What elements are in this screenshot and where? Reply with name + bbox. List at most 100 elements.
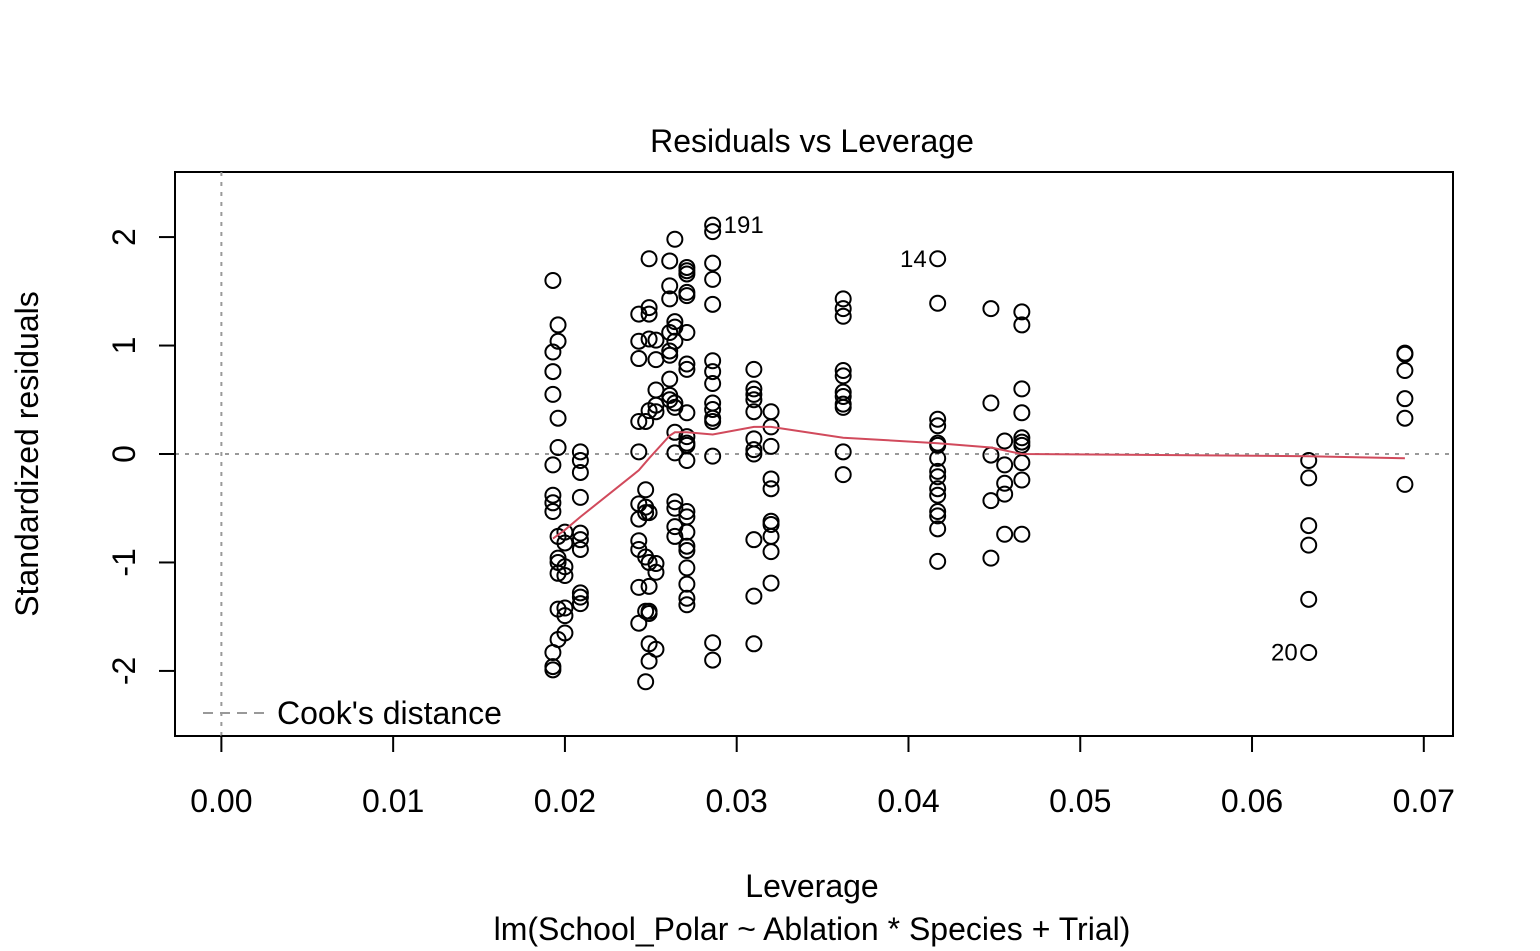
data-point [678,452,696,470]
data-point [762,437,780,455]
data-point [571,488,589,506]
data-point [1396,344,1414,362]
data-point [1300,590,1318,608]
data-point [929,449,947,467]
data-point [544,658,562,676]
y-tick-label: -1 [106,548,142,576]
data-point [745,380,763,398]
data-point [637,673,655,691]
data-point [630,578,648,596]
data-point [661,370,679,388]
data-point [834,307,852,325]
data-point [640,305,658,323]
data-point [996,456,1014,474]
data-point [647,351,665,369]
data-point [704,634,722,652]
data-point [745,385,763,403]
data-point [666,332,684,350]
data-point [544,363,562,381]
data-point [556,534,574,552]
x-tick-label: 0.03 [706,783,768,819]
data-point [556,566,574,584]
data-point [678,262,696,280]
data-point [762,574,780,592]
data-point [1396,361,1414,379]
data-point [556,558,574,576]
data-point [678,537,696,555]
data-point [571,584,589,602]
data-point [640,577,658,595]
data-point [1396,390,1414,408]
data-point [929,486,947,504]
data-point [640,504,658,522]
data-point [549,332,567,350]
data-point [1300,452,1318,470]
legend: Cook's distance [203,695,502,731]
data-point [640,250,658,268]
data-point [1013,471,1031,489]
data-point [762,470,780,488]
x-tick-label: 0.01 [362,783,424,819]
data-point [929,480,947,498]
data-point [666,394,684,412]
y-tick-label: -2 [106,657,142,685]
data-point [704,254,722,272]
data-point [929,250,947,268]
data-point [704,270,722,288]
x-tick-label: 0.04 [877,783,939,819]
data-point [556,607,574,625]
data-point [1013,303,1031,321]
data-point [929,436,947,454]
data-point [834,361,852,379]
y-tick-label: 0 [106,445,142,463]
data-point [762,480,780,498]
x-tick-label: 0.06 [1221,783,1283,819]
data-point [678,265,696,283]
data-point [745,441,763,459]
data-points [544,216,1414,691]
data-point [637,481,655,499]
data-point [929,468,947,486]
data-point [571,588,589,606]
data-point [834,388,852,406]
data-point [630,350,648,368]
data-point [549,409,567,427]
data-point [929,502,947,520]
data-point [762,543,780,561]
data-point [666,313,684,331]
data-point [704,223,722,241]
data-point [704,295,722,313]
data-point [678,428,696,446]
data-point [678,283,696,301]
data-point [571,540,589,558]
data-point [637,412,655,430]
data-point [982,394,1000,412]
data-point [630,412,648,430]
data-point [678,502,696,520]
data-point [745,360,763,378]
data-point [640,330,658,348]
data-point [661,342,679,360]
data-point [996,432,1014,450]
data-point [666,527,684,545]
data-point [571,531,589,549]
data-point [666,493,684,511]
data-point [571,524,589,542]
data-point [929,552,947,570]
data-point [982,300,1000,318]
data-point [678,589,696,607]
reference-lines [175,172,1453,736]
data-point [544,271,562,289]
x-axis-label: Leverage [745,868,878,904]
data-point [1013,404,1031,422]
point-annotations: 191 14 20 [724,212,1298,666]
x-tick-label: 0.02 [534,783,596,819]
data-point [1300,469,1318,487]
data-point [1300,643,1318,661]
data-point [745,587,763,605]
data-point [544,502,562,520]
data-point [640,604,658,622]
data-point [630,532,648,550]
data-point [544,343,562,361]
data-point [678,360,696,378]
